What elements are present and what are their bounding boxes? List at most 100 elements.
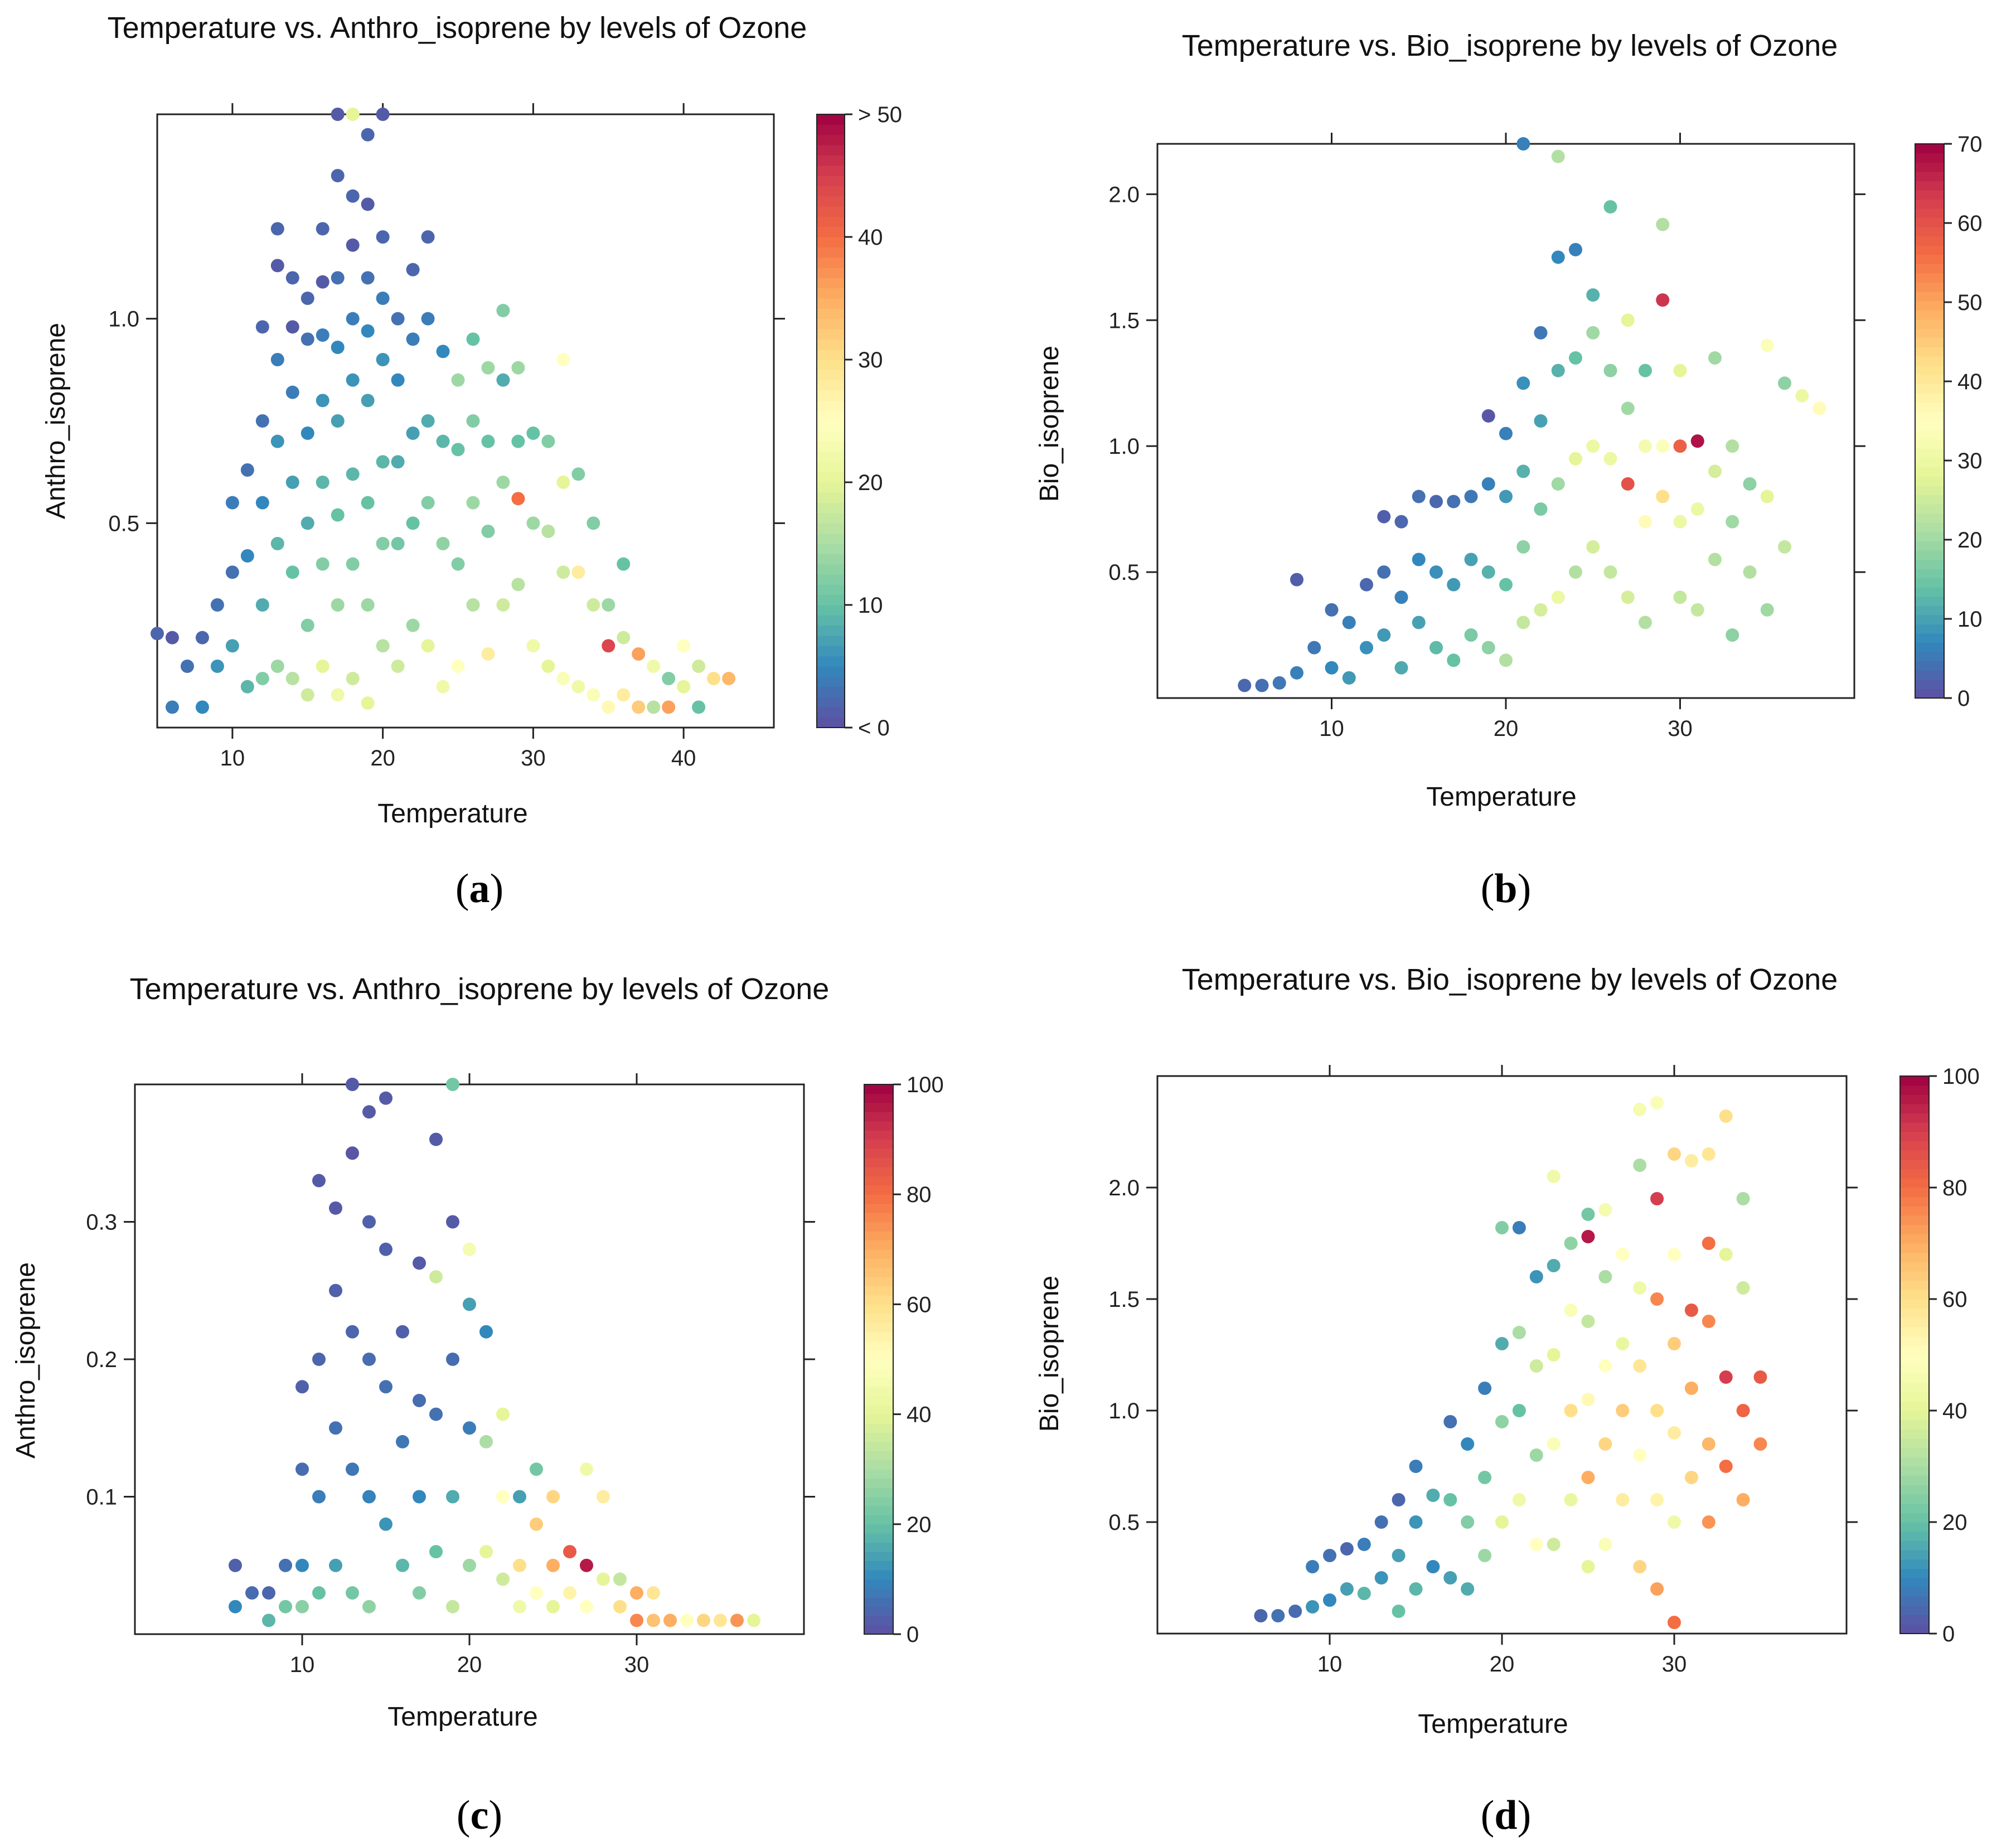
scatter-point <box>496 1490 510 1504</box>
colorbar-segment <box>864 1267 893 1277</box>
scatter-point <box>331 169 345 182</box>
colorbar-segment <box>1900 1326 1929 1337</box>
colorbar-label: 80 <box>907 1183 932 1207</box>
colorbar-segment <box>1915 587 1944 597</box>
scatter-point <box>346 1146 359 1160</box>
colorbar-segment <box>864 1239 893 1250</box>
colorbar-label: 10 <box>1957 607 1983 632</box>
y-tick-label: 0.1 <box>86 1485 117 1510</box>
scatter-point <box>463 1558 476 1572</box>
scatter-point <box>210 660 224 673</box>
colorbar-segment <box>864 1588 893 1598</box>
scatter-point <box>421 639 435 653</box>
colorbar-segment <box>1915 328 1944 338</box>
scatter-point <box>1443 1571 1457 1585</box>
scatter-point <box>1743 477 1757 491</box>
scatter-point <box>1726 628 1739 642</box>
scatter-point <box>1288 1605 1302 1618</box>
colorbar-segment <box>864 1139 893 1149</box>
plot-grid <box>1157 1076 1847 1634</box>
colorbar-label: 70 <box>1957 132 1983 157</box>
scatter-point <box>436 345 450 358</box>
scatter-point <box>1447 495 1461 508</box>
scatter-point <box>165 631 179 645</box>
colorbar-segment <box>1915 171 1944 181</box>
scatter-point <box>346 312 360 326</box>
colorbar-segment <box>817 124 845 135</box>
colorbar-segment <box>1915 495 1944 505</box>
scatter-point <box>301 688 314 702</box>
scatter-point <box>1495 1337 1509 1350</box>
colorbar-segment <box>864 1194 893 1204</box>
scatter-point <box>1702 1515 1715 1529</box>
scatter-point <box>346 1078 359 1091</box>
colorbar-segment <box>1915 162 1944 172</box>
scatter-point <box>1409 1582 1423 1596</box>
scatter-point <box>379 1380 392 1394</box>
scatter-point <box>496 373 510 387</box>
scatter-point <box>312 1490 326 1504</box>
colorbar-segment <box>1915 319 1944 329</box>
colorbar-segment <box>1915 217 1944 227</box>
scatter-point <box>597 1572 610 1586</box>
scatter-point <box>677 680 691 694</box>
scatter-point <box>270 353 284 366</box>
scatter-point <box>1690 603 1704 617</box>
scatter-point <box>1586 540 1600 554</box>
scatter-point <box>429 1407 443 1421</box>
chart-b: Temperature vs. Bio_isoprene by levels o… <box>1035 29 1983 912</box>
colorbar-label: < 0 <box>858 716 890 740</box>
colorbar-segment <box>864 1441 893 1451</box>
colorbar-segment <box>817 308 845 319</box>
scatter-point <box>1656 439 1670 453</box>
colorbar-segment <box>1915 226 1944 237</box>
plot-frame <box>1156 1075 1848 1635</box>
colorbar-segment <box>817 430 845 442</box>
scatter-point <box>1409 1515 1423 1529</box>
colorbar-segment <box>864 1230 893 1241</box>
colorbar-segment <box>817 645 845 657</box>
scatter-point <box>587 688 600 702</box>
colorbar-segment <box>864 1533 893 1543</box>
scatter-point <box>1516 616 1530 629</box>
scatter-point <box>301 332 314 346</box>
colorbar-segment <box>1915 236 1944 246</box>
y-tick-label: 2.0 <box>1108 1176 1140 1200</box>
colorbar-segment <box>817 257 845 268</box>
y-tick-label: 0.5 <box>1108 1510 1140 1535</box>
colorbar-segment <box>1915 513 1944 523</box>
colorbar-segment <box>817 226 845 238</box>
scatter-point <box>331 508 345 522</box>
colorbar-segment <box>817 686 845 697</box>
scatter-point <box>316 660 329 673</box>
scatter-point <box>1481 409 1495 423</box>
scatter-point <box>346 189 360 203</box>
scatter-point <box>362 1490 376 1504</box>
scatter-point <box>346 1325 359 1339</box>
colorbar-segment <box>864 1313 893 1323</box>
y-tick-label: 0.3 <box>86 1210 117 1235</box>
scatter-point <box>331 108 345 121</box>
scatter-point <box>1702 1315 1715 1328</box>
scatter-point <box>421 414 435 428</box>
scatter-point <box>1753 1437 1767 1451</box>
colorbar-segment <box>864 1487 893 1497</box>
scatter-point <box>571 565 585 579</box>
scatter-point <box>1668 1337 1681 1350</box>
x-tick-label: 30 <box>1662 1652 1687 1677</box>
colorbar-segment <box>1915 550 1944 560</box>
colorbar-segment <box>864 1258 893 1268</box>
colorbar-segment <box>1900 1624 1929 1634</box>
colorbar-segment <box>1900 1196 1929 1207</box>
plot-frame <box>156 113 775 729</box>
scatter-point <box>1668 1616 1681 1629</box>
colorbar: 0 10 20 30 40 50 60 70 <box>1915 132 1983 711</box>
colorbar-label: 20 <box>858 471 883 495</box>
scatter-point <box>1360 641 1373 655</box>
scatter-point <box>1684 1382 1698 1395</box>
colorbar-segment <box>817 666 845 677</box>
scatter-point <box>1569 243 1582 256</box>
colorbar-segment <box>1915 522 1944 532</box>
colorbar-segment <box>864 1514 893 1525</box>
colorbar-segment <box>1915 263 1944 274</box>
